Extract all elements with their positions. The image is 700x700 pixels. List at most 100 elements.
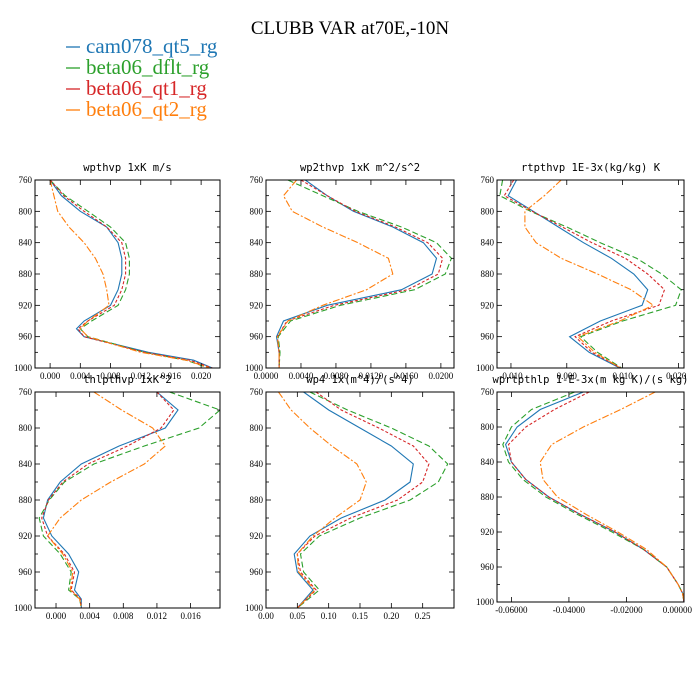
legend-label-beta06_qt2_rg: beta06_qt2_rg [86, 97, 207, 121]
y-tick-label: 800 [481, 206, 495, 216]
legend-label-beta06_dflt_rg: beta06_dflt_rg [86, 55, 210, 79]
y-tick-label: 800 [19, 206, 33, 216]
y-tick-label: 880 [19, 495, 33, 505]
panel-title: wp2thvp 1xK m^2/s^2 [300, 162, 420, 174]
panel-4: thlpthvp 1xK^2 760 800 840 880 920 960 1000 0.00… [14, 374, 221, 621]
x-tick-label: 0.004 [80, 611, 101, 621]
x-tick-label: -0.010 [499, 371, 523, 381]
y-tick-label: 960 [19, 567, 33, 577]
x-tick-label: 0.0200 [429, 371, 454, 381]
y-tick-label: 880 [250, 495, 264, 505]
x-tick-label: -0.04000 [553, 605, 586, 615]
series-line-beta06_qt2_rg [524, 180, 655, 368]
y-tick-label: 1000 [476, 597, 495, 607]
y-tick-label: 960 [250, 332, 264, 342]
plot-frame [34, 179, 221, 369]
x-tick-label: 0.004 [70, 371, 91, 381]
x-tick-label: 0.25 [415, 611, 431, 621]
y-tick-label: 760 [481, 175, 495, 185]
series-line-beta06_qt1_rg [296, 392, 430, 608]
y-tick-label: 920 [19, 300, 33, 310]
legend-label-beta06_qt1_rg: beta06_qt1_rg [86, 76, 207, 100]
series-line-beta06_dflt_rg [296, 392, 449, 608]
x-tick-label: 0.012 [131, 371, 151, 381]
y-tick-label: 960 [481, 562, 495, 572]
x-tick-label: 0.20 [383, 611, 399, 621]
y-tick-label: 840 [481, 238, 495, 248]
legend: cam078_qt5_rgbeta06_dflt_rgbeta06_qt1_rg… [66, 34, 218, 121]
series-line-cam078_qt5_rg [49, 180, 213, 368]
panel-title: wpthvp 1xK m/s [83, 162, 172, 174]
series-line-cam078_qt5_rg [293, 392, 414, 608]
x-tick-label: 0.00 [258, 611, 274, 621]
y-tick-label: 920 [481, 300, 495, 310]
y-tick-label: 760 [250, 387, 264, 397]
x-tick-label: 0.0040 [289, 371, 314, 381]
x-tick-label: 0.012 [147, 611, 167, 621]
x-tick-label: 0.05 [289, 611, 305, 621]
x-tick-label: 0.15 [352, 611, 368, 621]
y-tick-label: 840 [19, 459, 33, 469]
chart-panels: wpthvp 1xK m/s 760 800 840 880 920 960 1000 0.00… [14, 162, 693, 621]
x-tick-label: 0.000 [40, 371, 61, 381]
y-tick-label: 800 [250, 423, 264, 433]
panel-title: rtpthvp 1E-3x(kg/kg) K [521, 162, 661, 174]
series-line-beta06_qt2_rg [49, 180, 211, 368]
x-tick-label: 0.020 [666, 371, 687, 381]
x-tick-label: 0.010 [612, 371, 633, 381]
y-tick-label: 880 [481, 269, 495, 279]
series-line-cam078_qt5_rg [504, 392, 684, 602]
panel-title: wp4 1x(m^4)/(s^4) [306, 374, 413, 386]
plot-frame [496, 179, 685, 369]
plot-frame [34, 391, 221, 609]
y-tick-label: 800 [481, 422, 495, 432]
x-tick-label: 0.10 [321, 611, 337, 621]
series-line-beta06_dflt_rg [38, 392, 220, 608]
y-tick-label: 920 [481, 527, 495, 537]
y-tick-label: 960 [250, 567, 264, 577]
x-tick-label: 0.008 [100, 371, 121, 381]
y-tick-label: 800 [19, 423, 33, 433]
series-line-beta06_dflt_rg [499, 180, 682, 368]
y-tick-label: 1000 [14, 603, 33, 613]
y-tick-label: 760 [250, 175, 264, 185]
panel-title: wprtpthlp 1-E-3x(m kg K)/(s kg) [493, 374, 689, 386]
series-line-beta06_qt2_rg [278, 392, 367, 608]
y-tick-label: 920 [250, 300, 264, 310]
series-line-beta06_qt1_rg [507, 392, 684, 602]
x-tick-label: 0.00000 [663, 605, 693, 615]
y-tick-label: 840 [481, 457, 495, 467]
x-tick-label: -0.06000 [495, 605, 528, 615]
series-line-beta06_qt1_rg [276, 180, 444, 368]
series-line-cam078_qt5_rg [275, 180, 438, 368]
y-tick-label: 760 [19, 387, 33, 397]
x-tick-label: 0.0160 [394, 371, 419, 381]
plot-frame [265, 179, 455, 369]
panel-2: wp2thvp 1xK m^2/s^2 760 800 840 880 920 960 100… [245, 162, 455, 381]
series-line-beta06_qt1_rg [41, 392, 175, 608]
panel-3: rtpthvp 1E-3x(kg/kg) K 760 800 840 880 920 960… [476, 162, 687, 381]
figure-title: CLUBB VAR at70E,-10N [251, 18, 450, 39]
x-tick-label: 0.000 [557, 371, 578, 381]
y-tick-label: 920 [250, 531, 264, 541]
panel-title: thlpthvp 1xK^2 [83, 374, 172, 386]
x-tick-label: 0.0080 [324, 371, 349, 381]
y-tick-label: 920 [19, 531, 33, 541]
x-tick-label: 0.016 [180, 611, 201, 621]
series-line-beta06_dflt_rg [277, 180, 453, 368]
y-tick-label: 880 [481, 492, 495, 502]
x-tick-label: 0.016 [161, 371, 182, 381]
y-tick-label: 840 [19, 238, 33, 248]
panel-1: wpthvp 1xK m/s 760 800 840 880 920 960 1000 0.00… [14, 162, 221, 381]
panel-6: wprtpthlp 1-E-3x(m kg K)/(s kg)760 800 840… [476, 374, 693, 615]
series-line-beta06_dflt_rg [502, 392, 684, 602]
y-tick-label: 800 [250, 206, 264, 216]
series-line-beta06_qt2_rg [539, 392, 684, 602]
series-line-beta06_dflt_rg [49, 180, 209, 368]
y-tick-label: 960 [19, 332, 33, 342]
series-line-cam078_qt5_rg [42, 392, 179, 608]
legend-label-cam078_qt5_rg: cam078_qt5_rg [86, 34, 218, 58]
y-tick-label: 760 [19, 175, 33, 185]
y-tick-label: 1000 [14, 363, 33, 373]
